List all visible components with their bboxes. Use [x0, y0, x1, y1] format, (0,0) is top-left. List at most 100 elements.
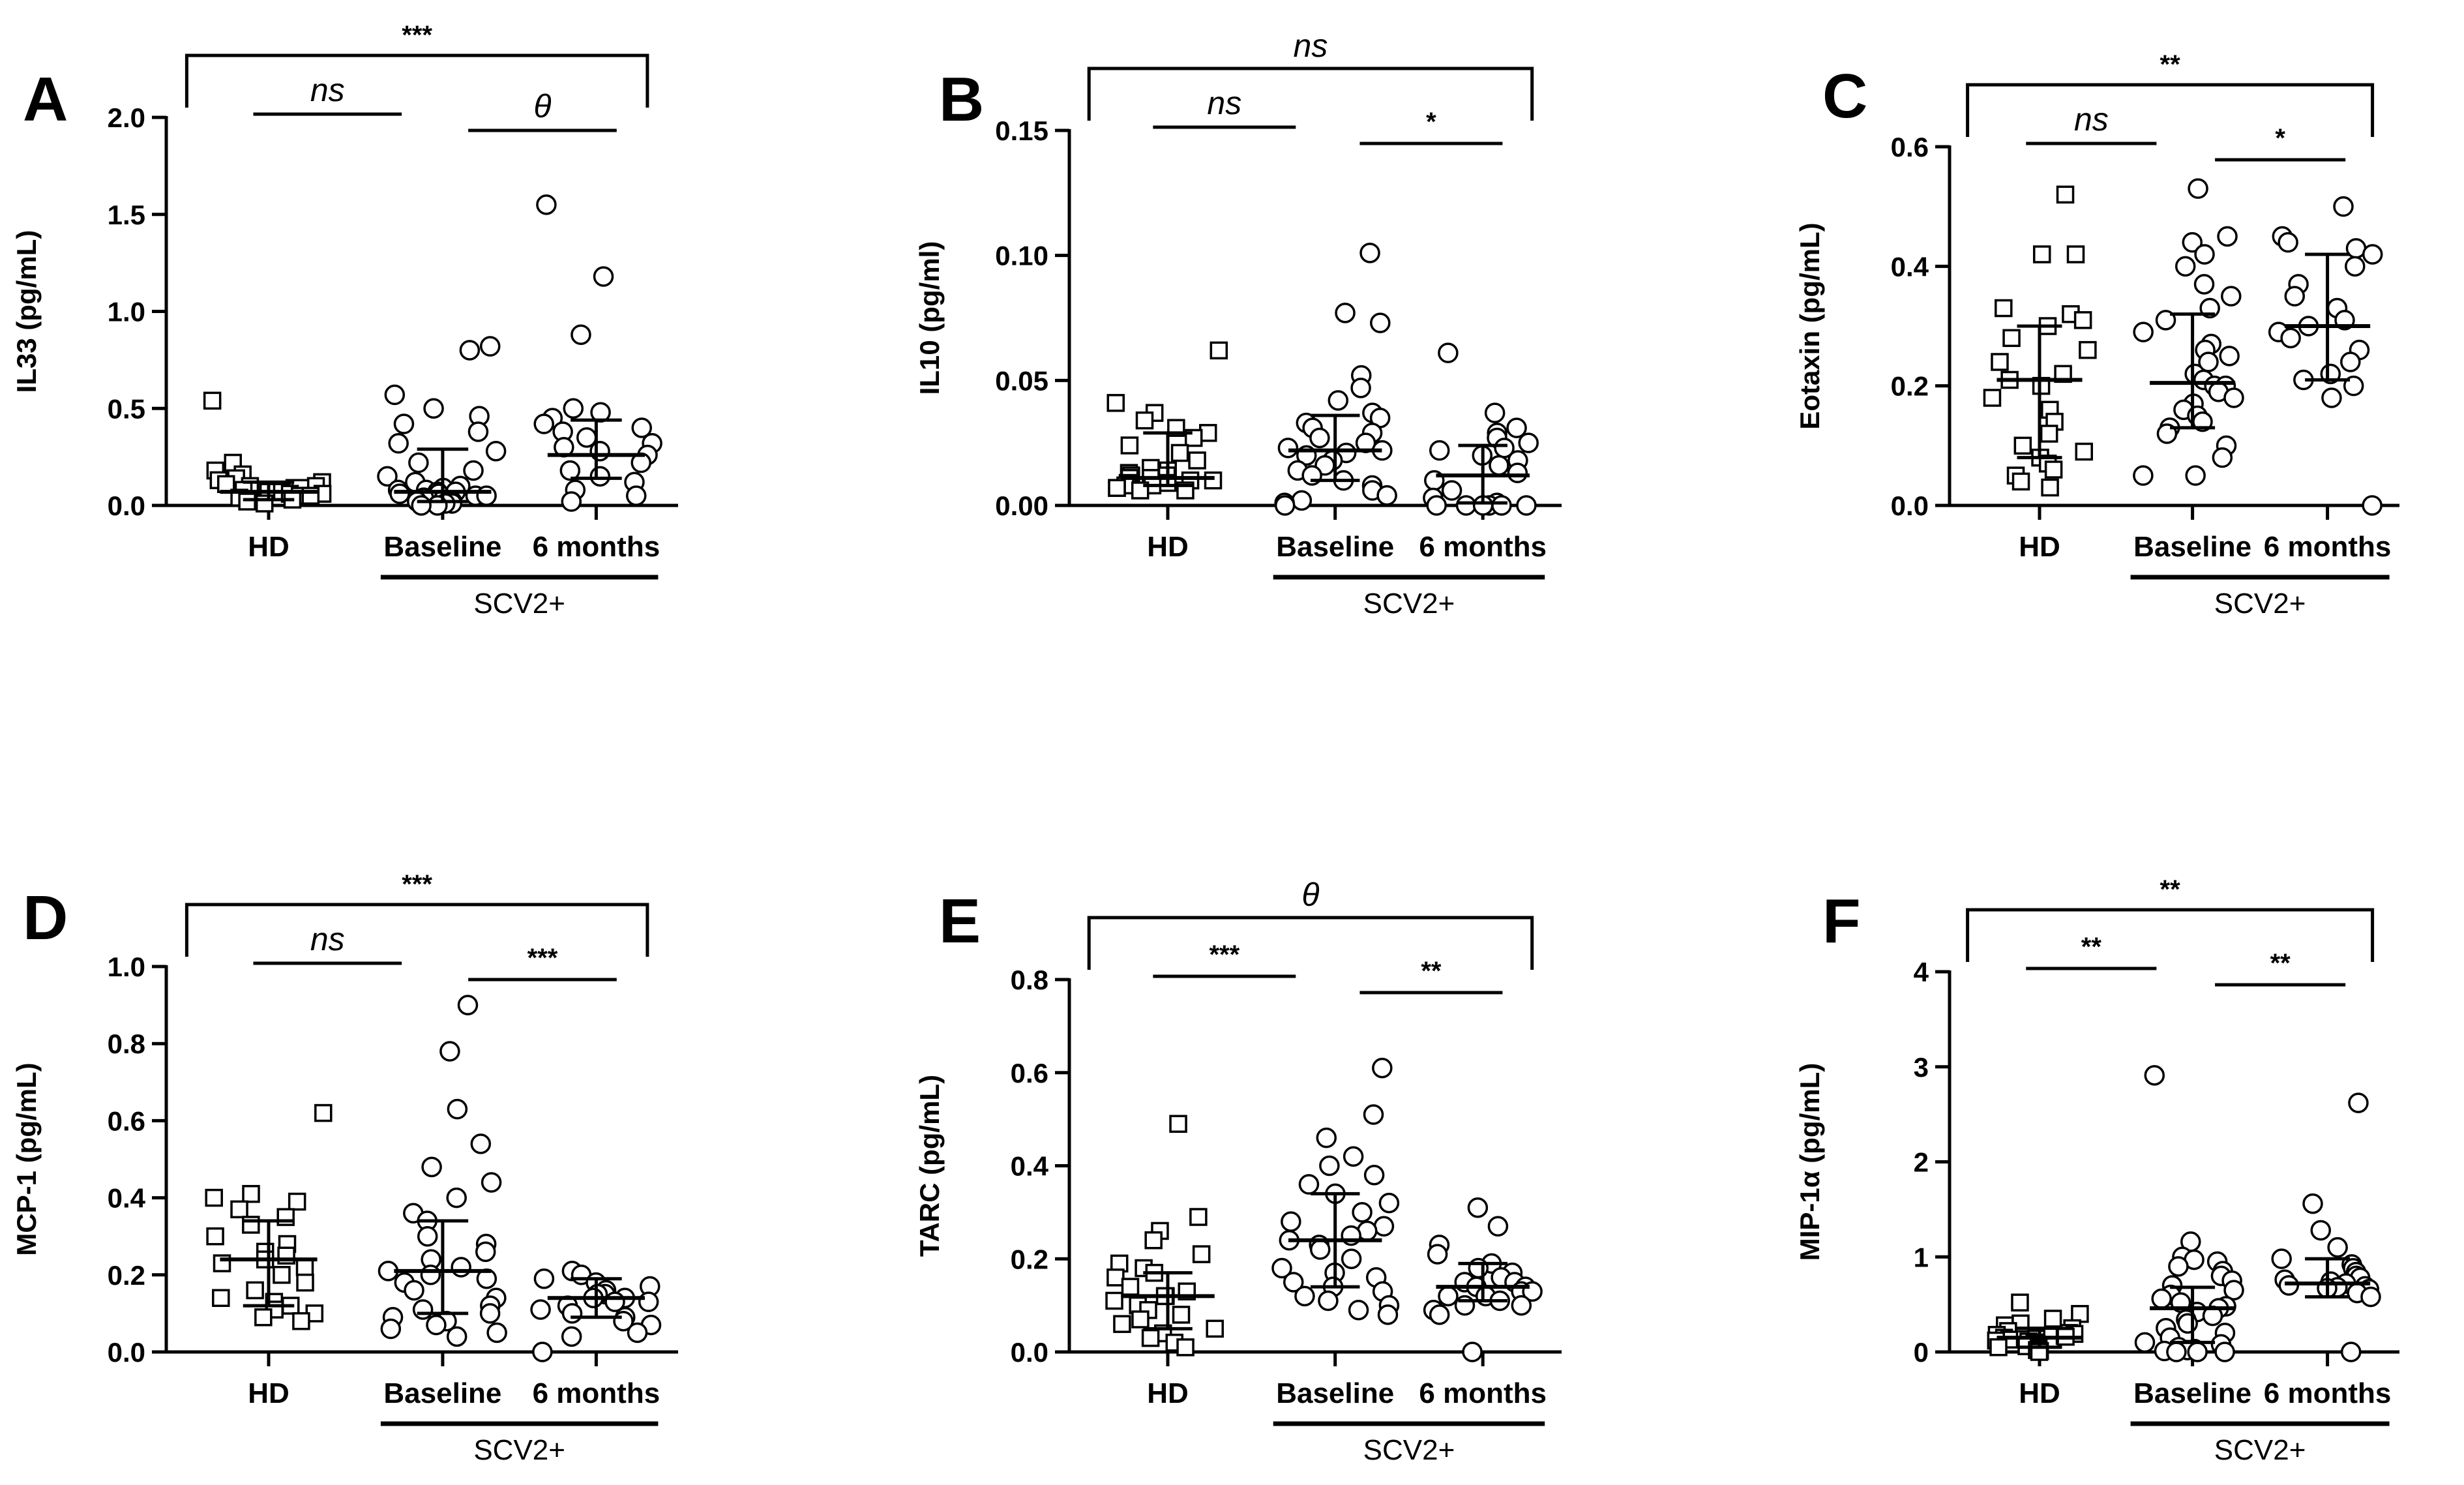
data-point: [2043, 1310, 2062, 1328]
panel-a: A IL33 (pg/mL) 0.0 0.5 1.0 1.5 2.0 HD Baseline 6 …: [11, 21, 678, 620]
group-label: SCV2+: [1363, 588, 1455, 620]
data-point: [1370, 312, 1391, 333]
significance-annotation: ns: [1153, 85, 1296, 129]
data-point: [1438, 342, 1459, 363]
group-label: SCV2+: [2214, 1434, 2306, 1466]
data-point: [1438, 1285, 1459, 1307]
data-point: [561, 1303, 583, 1324]
series-hd: [1983, 185, 2097, 497]
data-point: [203, 391, 222, 410]
x-tick-label: Baseline: [1276, 1377, 1394, 1409]
data-point: [2321, 387, 2342, 408]
y-tick-label: 0.6: [108, 1105, 145, 1136]
series-hd: [203, 391, 332, 513]
data-point: [2185, 465, 2206, 486]
data-point: [254, 1308, 273, 1327]
x-tick-label: Baseline: [1276, 531, 1394, 563]
series-baseline: [2134, 1065, 2244, 1362]
data-point: [1516, 495, 1537, 516]
data-point: [1484, 402, 1506, 423]
data-point: [1318, 1290, 1339, 1312]
data-point: [1341, 1248, 1362, 1269]
y-tick-label: 0.6: [1011, 1058, 1048, 1088]
significance-annotation: **: [1966, 875, 2375, 962]
data-point: [1204, 471, 1223, 490]
data-point: [1192, 1245, 1211, 1263]
data-point: [451, 1257, 471, 1278]
data-point: [388, 433, 409, 454]
data-point: [417, 1225, 438, 1247]
data-point: [561, 1326, 582, 1347]
significance-label: ns: [310, 921, 345, 957]
data-point: [246, 1281, 264, 1300]
data-point: [205, 1188, 223, 1207]
data-point: [408, 452, 429, 473]
data-point: [1169, 1115, 1187, 1133]
y-tick-label: 0.2: [108, 1260, 145, 1291]
data-point: [2175, 256, 2196, 277]
y-tick-label: 0.0: [108, 490, 145, 521]
y-tick-label: 0.05: [995, 365, 1048, 396]
data-point: [1378, 1192, 1400, 1214]
y-tick-label: 0.0: [1011, 1337, 1048, 1368]
data-point: [2040, 425, 2058, 443]
significance-annotation: θ: [468, 88, 617, 132]
series-hd: [205, 1103, 333, 1330]
data-point: [1991, 353, 2009, 371]
data-point: [1426, 495, 1447, 516]
group-label: SCV2+: [1363, 1434, 1455, 1466]
panel-e: E TARC (pg/mL) 0.0 0.2 0.4 0.6 0.8 HD Baseline 6 …: [914, 877, 1562, 1466]
data-point: [1188, 451, 1206, 470]
data-point: [411, 495, 432, 516]
data-point: [2066, 245, 2085, 263]
x-tick-label: Baseline: [2133, 1377, 2251, 1409]
x-tick-label: HD: [1147, 531, 1189, 563]
data-point: [2073, 311, 2092, 329]
data-point: [2188, 178, 2208, 199]
y-axis-label: IL10 (pg/ml): [914, 241, 945, 395]
y-tick-label: 0.10: [995, 241, 1048, 271]
data-point: [1363, 1165, 1385, 1186]
y-tick-label: 0.4: [1011, 1151, 1049, 1182]
data-point: [1294, 1285, 1315, 1307]
data-point: [2345, 256, 2366, 277]
significance-bracket: [1966, 908, 2375, 962]
data-point: [2278, 232, 2298, 253]
data-point: [476, 485, 497, 506]
y-tick-label: 0: [1914, 1337, 1929, 1368]
data-point: [1455, 495, 1477, 516]
data-point: [1983, 389, 2002, 407]
data-point: [2219, 346, 2240, 367]
significance-label: ns: [310, 72, 345, 108]
series-baseline: [378, 995, 507, 1347]
data-point: [1377, 1304, 1399, 1325]
data-point: [242, 1184, 260, 1203]
y-tick-label: 3: [1914, 1052, 1929, 1083]
significance-annotation: **: [2215, 949, 2346, 987]
data-point: [2166, 1342, 2187, 1362]
x-tick-label: HD: [248, 531, 289, 563]
y-tick-label: 0.00: [995, 490, 1048, 521]
y-tick-label: 1.0: [108, 297, 145, 327]
data-point: [563, 398, 584, 419]
significance-label: ***: [402, 21, 432, 50]
y-tick-label: 0.8: [1011, 965, 1048, 995]
data-point: [593, 266, 614, 287]
series-hd: [1106, 341, 1228, 500]
data-point: [2284, 286, 2306, 307]
data-point: [1298, 1174, 1320, 1195]
data-point: [1995, 299, 2013, 318]
data-point: [2271, 1248, 2292, 1269]
data-point: [1131, 1310, 1150, 1328]
data-point: [1106, 1268, 1125, 1287]
y-tick-label: 0.6: [1891, 132, 1929, 162]
data-point: [2333, 196, 2354, 217]
data-point: [393, 413, 415, 434]
data-point: [288, 1192, 306, 1211]
y-tick-label: 0.0: [1891, 490, 1929, 521]
data-point: [2212, 447, 2233, 468]
series-6-months: [2268, 196, 2383, 516]
y-tick-label: 0.4: [1891, 251, 1929, 282]
data-point: [404, 1280, 424, 1301]
data-point: [295, 1258, 314, 1276]
